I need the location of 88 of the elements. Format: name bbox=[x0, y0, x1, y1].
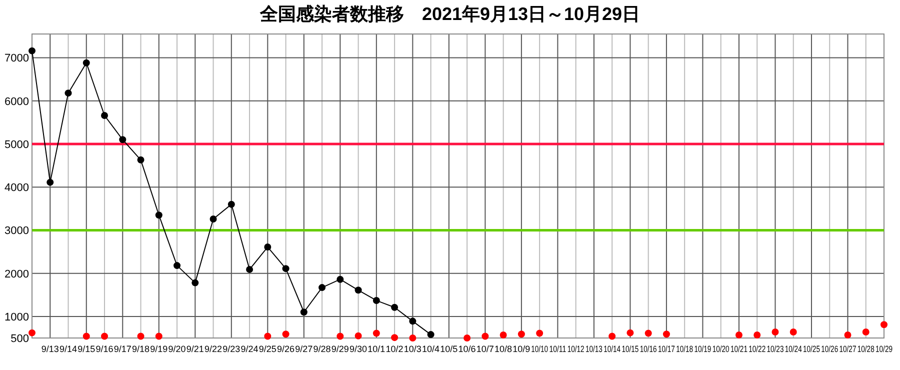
x-tick-label: 9/15 bbox=[78, 344, 96, 354]
point bbox=[264, 332, 272, 340]
x-tick-label: 9/25 bbox=[258, 344, 276, 354]
point bbox=[28, 329, 36, 336]
point bbox=[735, 331, 742, 338]
point bbox=[46, 178, 54, 186]
point bbox=[174, 262, 181, 270]
y-tick-label: 7000 bbox=[4, 52, 29, 65]
point bbox=[119, 136, 126, 144]
point bbox=[844, 331, 852, 338]
point bbox=[754, 331, 761, 338]
point bbox=[536, 330, 544, 337]
x-tick-label: 10/8 bbox=[494, 344, 512, 354]
point bbox=[246, 266, 254, 273]
x-tick-label: 9/26 bbox=[277, 344, 295, 354]
point bbox=[82, 59, 90, 66]
x-tick-label: 9/19 bbox=[150, 344, 168, 354]
point bbox=[518, 330, 525, 338]
point bbox=[482, 332, 489, 340]
point bbox=[137, 156, 144, 164]
y-tick-label: 1000 bbox=[4, 311, 29, 324]
y-tick-label: 2000 bbox=[4, 268, 29, 280]
x-tick-label: 9/23 bbox=[222, 344, 240, 354]
point bbox=[409, 318, 416, 325]
x-tick-label: 9/21 bbox=[186, 344, 204, 354]
point bbox=[64, 90, 72, 97]
point bbox=[155, 332, 162, 340]
point bbox=[391, 304, 398, 311]
y-tick-label: 500 bbox=[10, 333, 29, 345]
point bbox=[192, 279, 199, 286]
chart-title: 全国感染者数推移 2021年9月13日～10月29日 bbox=[258, 4, 640, 24]
x-tick-label: 10/1 bbox=[368, 344, 386, 354]
point bbox=[626, 329, 634, 336]
x-tick-label: 9/30 bbox=[350, 344, 368, 354]
point bbox=[427, 331, 434, 338]
point bbox=[336, 276, 344, 283]
point bbox=[644, 330, 652, 337]
y-tick-label: 3000 bbox=[4, 225, 29, 238]
x-tick-label: 10/3 bbox=[404, 344, 422, 354]
point bbox=[155, 212, 162, 219]
point bbox=[300, 308, 308, 316]
x-tick-label: 10/4 bbox=[422, 344, 440, 354]
point bbox=[500, 331, 507, 338]
x-tick-label: 9/27 bbox=[295, 344, 313, 354]
x-tick-label: 9/13 bbox=[41, 344, 59, 354]
point bbox=[336, 332, 344, 340]
point bbox=[282, 330, 290, 338]
y-tick-label: 5000 bbox=[4, 138, 29, 151]
x-tick-label: 9/16 bbox=[96, 344, 114, 354]
point bbox=[101, 112, 108, 119]
point bbox=[318, 284, 326, 292]
point bbox=[772, 328, 779, 336]
point bbox=[354, 286, 362, 294]
point bbox=[409, 334, 416, 342]
x-tick-label: 10/7 bbox=[476, 344, 494, 354]
x-tick-label: 9/29 bbox=[331, 344, 349, 354]
point bbox=[790, 328, 797, 336]
point bbox=[391, 334, 398, 342]
y-tick-label: 6000 bbox=[4, 96, 29, 108]
point bbox=[662, 330, 670, 338]
x-tick-label: 9/22 bbox=[204, 344, 222, 354]
x-tick-label: 10/6 bbox=[458, 344, 476, 354]
x-tick-label: 9/17 bbox=[114, 344, 132, 354]
point bbox=[282, 265, 290, 272]
x-tick-label: 9/28 bbox=[313, 344, 331, 354]
x-tick-label: 9/18 bbox=[132, 344, 150, 354]
x-tick-label: 10/29 bbox=[876, 344, 898, 354]
point bbox=[82, 332, 90, 340]
point bbox=[608, 332, 616, 340]
point bbox=[372, 296, 380, 304]
y-tick-label: 4000 bbox=[4, 182, 29, 194]
point bbox=[264, 244, 272, 251]
point bbox=[101, 332, 108, 340]
point bbox=[880, 321, 888, 328]
point bbox=[372, 330, 380, 337]
x-tick-label: 10/9 bbox=[512, 344, 530, 354]
point bbox=[464, 334, 471, 342]
x-tick-label: 9/14 bbox=[59, 344, 78, 354]
point bbox=[228, 200, 235, 208]
x-tick-label: 9/24 bbox=[240, 344, 258, 354]
x-tick-label: 9/20 bbox=[168, 344, 186, 354]
point bbox=[28, 47, 36, 54]
point bbox=[862, 328, 870, 336]
x-tick-label: 10/2 bbox=[386, 344, 404, 354]
point bbox=[354, 332, 362, 340]
x-tick-label: 10/5 bbox=[440, 344, 458, 354]
point bbox=[137, 332, 144, 340]
point bbox=[210, 215, 217, 222]
